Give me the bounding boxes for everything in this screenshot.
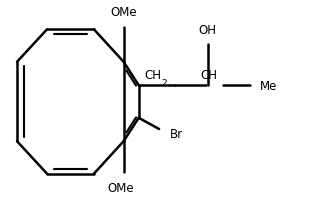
Text: OH: OH xyxy=(199,24,217,37)
Text: Br: Br xyxy=(170,127,183,140)
Text: CH: CH xyxy=(144,68,161,81)
Text: CH: CH xyxy=(201,68,218,81)
Text: Me: Me xyxy=(260,79,277,92)
Text: OMe: OMe xyxy=(110,6,137,19)
Text: 2: 2 xyxy=(162,78,167,87)
Text: OMe: OMe xyxy=(107,181,134,194)
